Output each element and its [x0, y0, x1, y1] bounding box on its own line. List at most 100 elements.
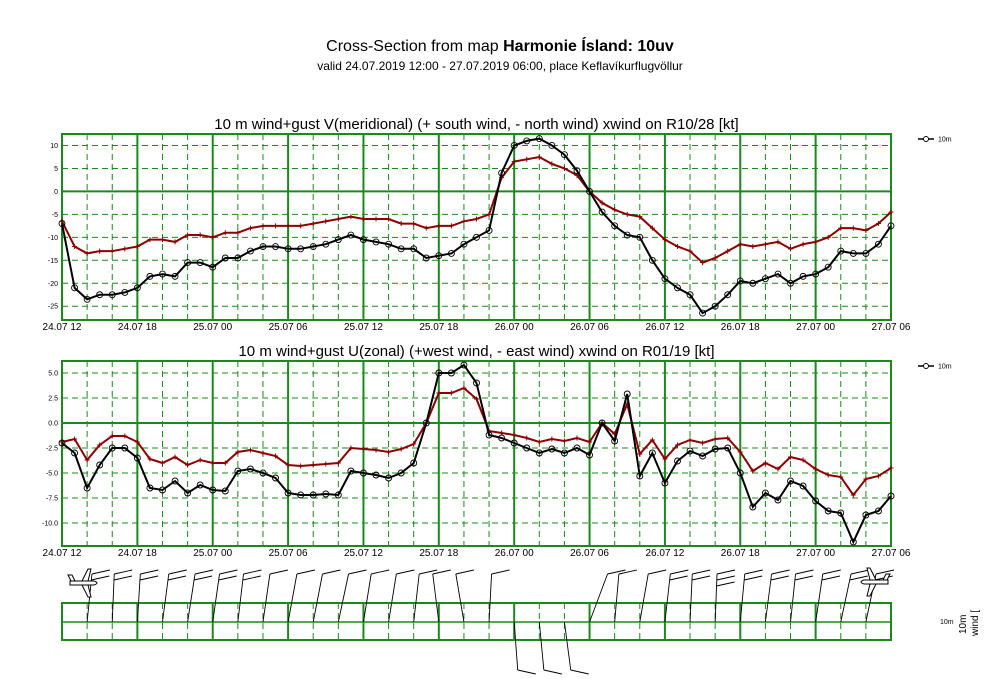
data-point-10m: [862, 511, 870, 519]
data-point-10m: [774, 270, 782, 278]
wind-barb-feather: [243, 569, 262, 575]
data-point-10m: [749, 503, 757, 511]
gust-point: [850, 225, 856, 231]
wind-barb-feather: [140, 569, 159, 575]
legend-marker: [923, 136, 929, 142]
gust-point: [360, 446, 366, 452]
gust-point: [612, 207, 618, 213]
data-point-10m: [209, 263, 217, 271]
y-tick-label: -5: [52, 212, 58, 219]
wind-barb-feather: [371, 569, 390, 575]
x-tick-label: 25.07 06: [269, 322, 308, 333]
y-tick-label: 5.0: [48, 371, 58, 378]
data-point-10m: [372, 471, 380, 479]
gust-point: [524, 435, 530, 441]
data-point-10m: [159, 270, 166, 278]
wind-barb-feather: [771, 569, 790, 575]
wind-barb-staff: [538, 621, 545, 671]
wind-barb-feather: [849, 575, 868, 581]
wind-barb-staff: [136, 573, 141, 623]
gust-point: [273, 223, 279, 229]
data-point-10m: [385, 240, 393, 248]
wind-barb-feather: [114, 569, 133, 575]
wind-barb-staff: [614, 573, 620, 623]
gust-point: [700, 260, 706, 266]
gust-point: [448, 223, 454, 229]
wind-barb-staff: [413, 573, 420, 623]
airplane-tail: [882, 573, 891, 581]
data-point-10m: [724, 291, 732, 299]
y-tick-label: 0.0: [48, 421, 58, 428]
data-point-10m: [648, 449, 656, 457]
data-point-10m: [711, 445, 719, 453]
data-point-10m: [234, 254, 242, 262]
gust-point: [185, 462, 191, 468]
wind-barb-feather: [139, 575, 159, 581]
gust-point: [210, 234, 216, 240]
data-point-10m: [71, 449, 79, 457]
data-point-10m: [648, 256, 656, 264]
y-tick-label: 2.5: [48, 396, 58, 403]
data-point-10m: [761, 489, 769, 497]
gust-point: [172, 454, 178, 460]
data-point-10m: [523, 444, 531, 452]
x-tick-label: 26.07 12: [645, 322, 684, 333]
wind-barb-staff: [388, 573, 397, 623]
gust-point: [737, 241, 743, 247]
gust-point: [247, 225, 253, 231]
x-tick-label: 26.07 06: [570, 322, 609, 333]
gust-point: [247, 447, 253, 453]
gust-point: [310, 221, 316, 227]
wind-barb-feather: [794, 575, 813, 581]
wind-barb-feather: [396, 569, 415, 575]
data-point-10m: [422, 254, 430, 262]
wind-barb-staff: [455, 573, 465, 623]
data-point-10m: [435, 369, 443, 377]
wind-barb-staff: [237, 573, 244, 623]
wind-barb-staff: [739, 573, 746, 623]
wind-barb-staff: [212, 573, 220, 623]
wind-barb-feather: [491, 569, 510, 575]
wind-barb-staff: [162, 573, 170, 623]
data-point-10m: [422, 419, 430, 427]
wind-barb-staff: [714, 573, 718, 623]
data-point-10m: [498, 434, 506, 442]
gust-point: [687, 437, 693, 443]
gust-point: [649, 225, 655, 231]
title-prefix: Cross-Section from map: [326, 38, 504, 55]
gust-point: [109, 433, 115, 439]
gust-point: [134, 244, 140, 250]
chart-title: 10 m wind+gust V(meridional) (+ south wi…: [214, 116, 738, 133]
data-point-10m: [83, 484, 91, 492]
gust-point: [448, 390, 454, 396]
wind-barb-staff: [689, 573, 693, 623]
gust-point: [536, 154, 542, 160]
data-point-10m: [58, 220, 66, 228]
wind-barb-feather: [875, 569, 895, 575]
wind-barb-feather: [432, 569, 451, 575]
data-point-10m: [159, 486, 166, 494]
data-point-10m: [96, 291, 104, 299]
data-point-10m: [460, 361, 468, 369]
data-point-10m: [272, 243, 279, 250]
data-point-10m: [146, 484, 154, 492]
gust-point: [813, 239, 819, 245]
wind-barb-staff: [790, 573, 796, 623]
wind-barb-feather: [607, 569, 626, 575]
y-tick-label: -5.0: [46, 471, 58, 478]
gust-point: [97, 248, 103, 254]
x-tick-label: 27.07 06: [872, 548, 911, 559]
y-tick-label: 10: [50, 143, 58, 150]
gust-point: [511, 432, 517, 438]
gust-point: [875, 473, 881, 479]
gust-point: [298, 463, 304, 469]
data-point-10m: [862, 249, 870, 257]
wind-barb-feather: [744, 569, 763, 575]
wind-barb-staff: [187, 573, 196, 623]
airplane-wings: [81, 568, 92, 598]
gust-point: [185, 232, 191, 238]
wind-barb-staff: [262, 573, 271, 623]
gust-point: [838, 474, 844, 480]
data-point-10m: [849, 538, 857, 546]
